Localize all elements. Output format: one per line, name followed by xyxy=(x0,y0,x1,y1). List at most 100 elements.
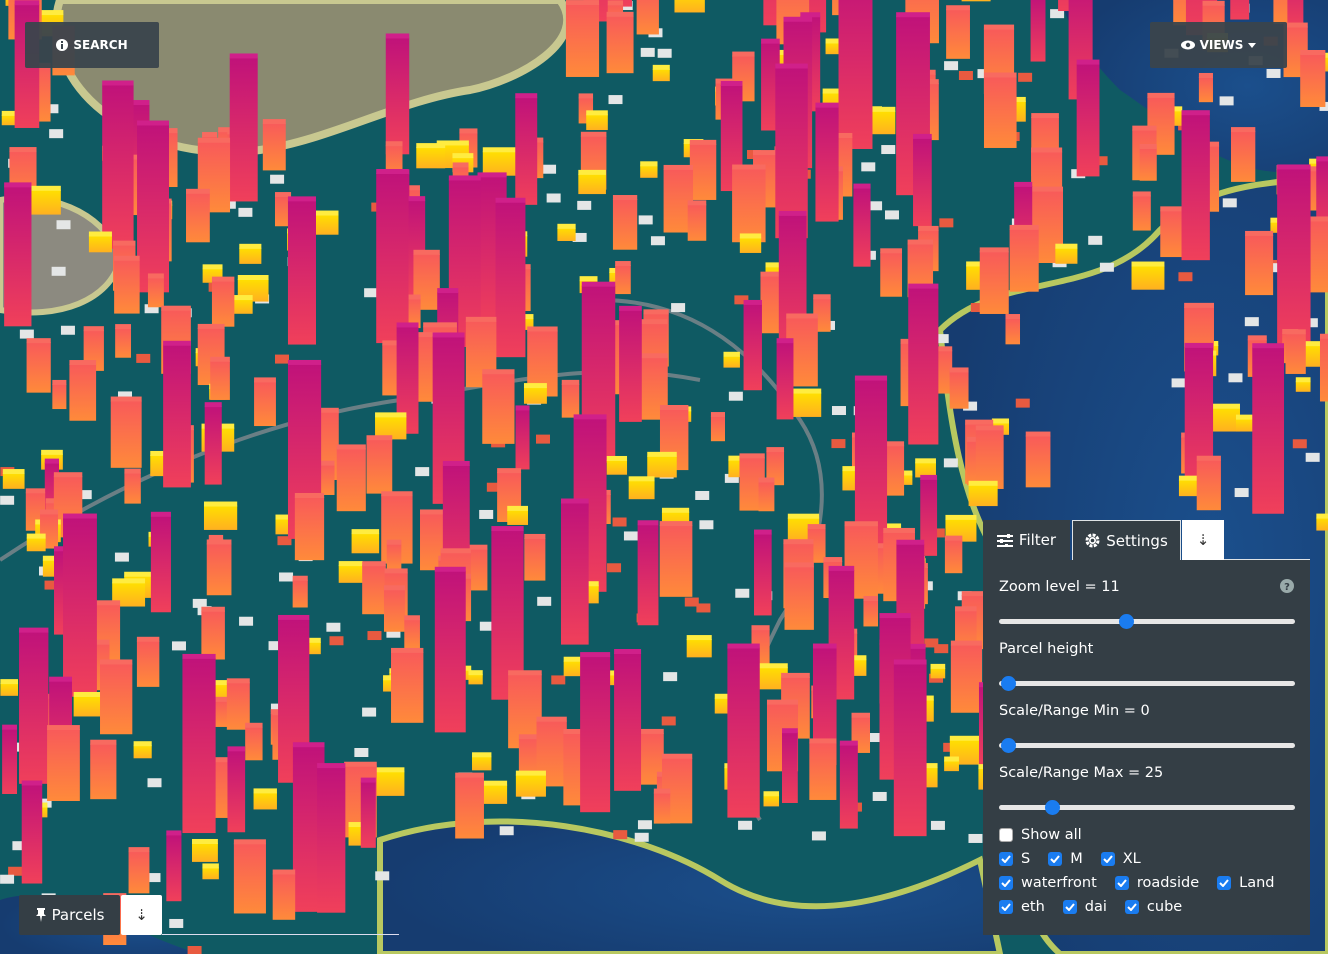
building-top xyxy=(410,332,442,338)
search-button[interactable]: SEARCH xyxy=(25,22,159,68)
tile xyxy=(1219,96,1234,106)
building xyxy=(455,776,484,839)
tile xyxy=(270,174,285,184)
parcels-tab[interactable]: Parcels xyxy=(19,895,120,935)
tile xyxy=(136,353,151,363)
building-top xyxy=(468,670,483,676)
building-top xyxy=(88,231,112,237)
building xyxy=(727,647,760,818)
building-top xyxy=(612,195,638,201)
tab[interactable]: ⇣ xyxy=(1182,520,1224,560)
checkbox[interactable]: eth xyxy=(999,899,1045,915)
checkbox[interactable]: Show all xyxy=(999,827,1082,843)
building-top xyxy=(420,509,447,515)
building-top xyxy=(128,100,150,106)
building-top xyxy=(2,469,25,475)
building xyxy=(239,247,262,264)
tile xyxy=(607,563,622,573)
checkbox[interactable]: waterfront xyxy=(999,875,1097,891)
building xyxy=(653,792,671,824)
building xyxy=(338,565,364,583)
tile xyxy=(77,490,92,500)
building-top xyxy=(1245,230,1274,236)
building-top xyxy=(477,172,507,178)
tab[interactable]: Filter xyxy=(983,520,1070,560)
building-top xyxy=(86,639,110,645)
building-top xyxy=(879,441,905,447)
building-top xyxy=(137,120,170,126)
building-top xyxy=(775,63,808,69)
building-top xyxy=(945,514,977,520)
slider-thumb[interactable] xyxy=(1000,676,1016,691)
tile xyxy=(734,295,749,305)
checkbox[interactable]: roadside xyxy=(1114,875,1199,891)
building-top xyxy=(182,653,216,659)
building-top xyxy=(197,137,231,143)
building xyxy=(166,834,182,902)
slider-track xyxy=(999,800,1295,815)
checkbox[interactable]: M xyxy=(1048,851,1083,867)
tile xyxy=(239,616,254,626)
help-icon[interactable]: ? xyxy=(1280,579,1294,593)
building-top xyxy=(274,192,292,198)
building xyxy=(614,652,642,791)
building xyxy=(1285,333,1306,374)
tile xyxy=(238,207,253,217)
building-top xyxy=(317,763,346,769)
building-top xyxy=(4,182,32,188)
slider-thumb[interactable] xyxy=(1045,800,1061,815)
check-mark xyxy=(1117,879,1127,887)
building xyxy=(211,280,235,327)
building-top xyxy=(828,565,855,571)
checkbox-label: S xyxy=(1021,851,1031,867)
building-top xyxy=(232,295,253,301)
building-top xyxy=(776,338,794,344)
building-top xyxy=(163,340,191,346)
tile xyxy=(1099,262,1114,272)
tile xyxy=(811,831,826,841)
checkbox[interactable]: Land xyxy=(1217,875,1274,891)
building-top xyxy=(983,72,1017,78)
building-top xyxy=(1277,164,1311,170)
tile xyxy=(0,874,15,884)
building xyxy=(1198,76,1213,103)
building xyxy=(1058,0,1077,12)
views-button[interactable]: VIEWS xyxy=(1150,22,1287,68)
tile xyxy=(364,288,379,298)
tile xyxy=(661,716,676,726)
checkbox[interactable]: dai xyxy=(1062,899,1107,915)
tile xyxy=(735,588,750,598)
building-top xyxy=(1300,50,1326,56)
checkbox[interactable]: cube xyxy=(1124,899,1182,915)
building-top xyxy=(778,210,807,216)
tab[interactable]: Settings xyxy=(1072,520,1181,560)
building-top xyxy=(386,539,402,545)
building-top xyxy=(191,838,218,844)
slider-label: Scale/Range Min = 0 xyxy=(999,703,1150,719)
building-top xyxy=(893,659,927,665)
building-top xyxy=(124,468,141,474)
building xyxy=(147,277,164,308)
building xyxy=(723,355,740,368)
building xyxy=(1131,265,1165,290)
building xyxy=(272,873,296,920)
building-top xyxy=(136,636,160,642)
building-top xyxy=(110,396,142,402)
building xyxy=(652,68,670,82)
slider-thumb[interactable] xyxy=(1000,738,1016,753)
building-top xyxy=(1295,377,1311,383)
building-top xyxy=(254,377,276,383)
building xyxy=(659,525,693,597)
building xyxy=(1132,195,1151,231)
tile xyxy=(881,145,896,155)
slider-thumb[interactable] xyxy=(1119,614,1135,629)
checkbox[interactable]: S xyxy=(999,851,1030,867)
tile xyxy=(930,528,945,538)
building xyxy=(26,342,51,393)
tile xyxy=(1292,439,1307,449)
checkbox[interactable]: XL xyxy=(1100,851,1141,867)
tile xyxy=(1015,398,1030,408)
tile xyxy=(613,830,628,840)
parcels-toggle[interactable]: ⇣ xyxy=(121,895,162,935)
building xyxy=(893,663,927,837)
